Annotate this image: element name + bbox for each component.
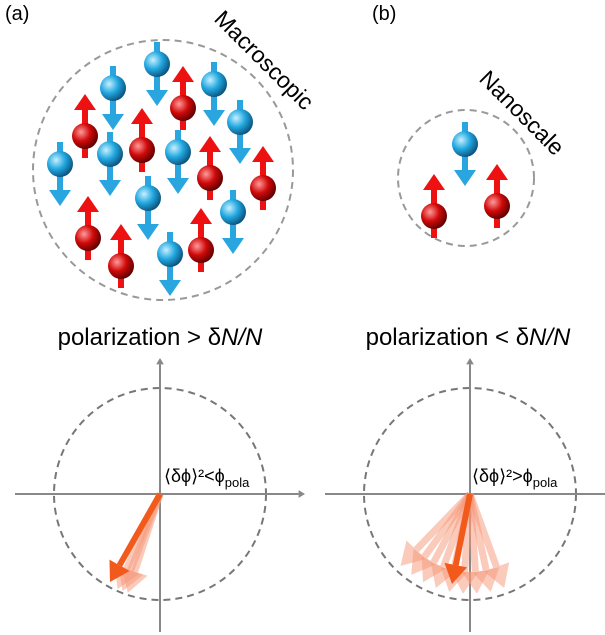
relation-text: ⟨δϕ⟩²<ϕ (164, 466, 225, 486)
axis-head (466, 358, 474, 364)
spin-sphere (72, 123, 98, 149)
relation-text: ⟨δϕ⟩²>ϕ (472, 466, 533, 486)
figure: (a) (b) Macroscopic Nanoscale polarizati… (0, 0, 605, 635)
spin (47, 142, 73, 206)
relation: ⟨δϕ⟩²>ϕpola (472, 466, 558, 490)
condition-italic: N/N (529, 324, 571, 351)
spin (484, 164, 510, 228)
spin-head (146, 90, 168, 106)
spin-head (110, 224, 132, 240)
spin-sphere (100, 75, 126, 101)
condition-text: polarization < δ (366, 324, 529, 351)
spin-sphere (144, 51, 170, 77)
spin-sphere (157, 241, 183, 267)
condition-italic: N/N (221, 324, 263, 351)
panel-label: (b) (372, 3, 396, 25)
spin-head (222, 238, 244, 254)
spin-sphere (135, 185, 161, 211)
spin-sphere (170, 95, 196, 121)
spin (188, 208, 214, 272)
spin-head (167, 178, 189, 194)
spin-sphere (250, 175, 276, 201)
spin-sphere (165, 139, 191, 165)
relation: ⟨δϕ⟩²<ϕpola (164, 466, 250, 490)
spin-head (74, 94, 96, 110)
spin-head (229, 148, 251, 164)
spin-head (252, 146, 274, 162)
scale-label: Nanoscale (474, 65, 569, 160)
spin-head (137, 224, 159, 240)
spin (170, 66, 196, 130)
spin-head (423, 174, 445, 190)
spin (108, 224, 134, 288)
spin (250, 146, 276, 210)
spin-sphere (75, 225, 101, 251)
spin-sphere (484, 193, 510, 219)
spin (135, 176, 161, 240)
condition-text: polarization > δ (58, 324, 221, 351)
spin-head (131, 108, 153, 124)
relation-sub: pola (225, 475, 250, 490)
spin-head (172, 66, 194, 82)
axis-head (156, 358, 164, 364)
spin (220, 190, 246, 254)
spin (100, 66, 126, 130)
spin-head (486, 164, 508, 180)
spin-head (159, 280, 181, 296)
spin (157, 232, 183, 296)
spin (75, 196, 101, 260)
spin (201, 62, 227, 126)
spin-head (77, 196, 99, 212)
spin-sphere (452, 131, 478, 157)
spin-sphere (197, 165, 223, 191)
spin-sphere (188, 237, 214, 263)
spin-head (199, 136, 221, 152)
spin-sphere (108, 253, 134, 279)
spin (144, 42, 170, 106)
spin-head (49, 190, 71, 206)
spin (165, 130, 191, 194)
spin-sphere (97, 141, 123, 167)
spin-head (102, 114, 124, 130)
spin-sphere (201, 71, 227, 97)
spin (227, 100, 253, 164)
spin (421, 174, 447, 238)
spin-head (190, 208, 212, 224)
spin-sphere (220, 199, 246, 225)
axis-head (299, 490, 305, 498)
spin (197, 136, 223, 200)
spin-sphere (227, 109, 253, 135)
spin-head (454, 170, 476, 186)
panel-label: (a) (5, 3, 29, 25)
spin-sphere (47, 151, 73, 177)
spin-head (99, 180, 121, 196)
spin (97, 132, 123, 196)
condition: polarization > δN/N (58, 324, 263, 351)
scale-label: Macroscopic (209, 5, 319, 115)
spin-sphere (421, 203, 447, 229)
spin (72, 94, 98, 158)
spin (129, 108, 155, 172)
spin-sphere (129, 137, 155, 163)
spin (452, 122, 478, 186)
relation-sub: pola (533, 475, 558, 490)
condition: polarization < δN/N (366, 324, 571, 351)
spin-head (203, 110, 225, 126)
